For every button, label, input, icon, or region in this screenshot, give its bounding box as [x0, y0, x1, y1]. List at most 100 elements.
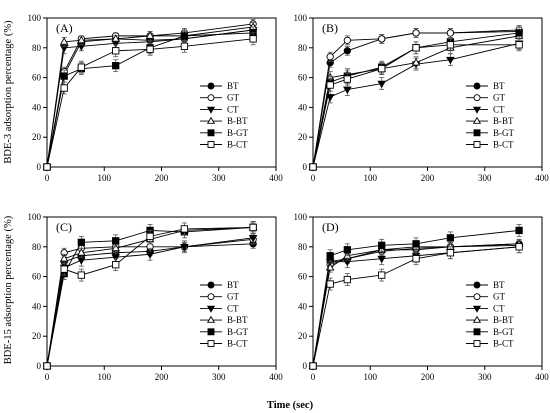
- x-tick-label: 200: [421, 372, 435, 382]
- data-point: [60, 72, 68, 80]
- data-point: [309, 362, 317, 370]
- data-point: [326, 81, 334, 89]
- data-point: [145, 31, 155, 39]
- data-point: [412, 255, 420, 263]
- data-point: [326, 280, 334, 288]
- legend-marker: [472, 305, 482, 313]
- legend-label: GT: [493, 93, 505, 103]
- data-point: [145, 251, 155, 259]
- y-tick-label: 20: [298, 132, 308, 142]
- series-b-ct: [309, 38, 523, 171]
- y-tick-label: 20: [298, 331, 308, 341]
- data-point: [309, 163, 317, 171]
- legend-label: B-CT: [493, 339, 514, 349]
- data-point: [412, 29, 420, 37]
- data-point: [326, 252, 334, 260]
- x-tick-label: 0: [311, 372, 316, 382]
- data-point: [377, 255, 387, 264]
- data-point: [111, 254, 121, 262]
- y-tick-label: 60: [32, 272, 42, 282]
- legend-marker: [473, 340, 481, 347]
- data-point: [59, 37, 69, 45]
- x-tick-label: 100: [98, 173, 112, 183]
- x-tick-label: 300: [478, 372, 492, 382]
- series-line: [312, 35, 520, 168]
- data-point: [43, 163, 51, 171]
- y-tick-label: 100: [28, 13, 42, 23]
- legend-label: BT: [493, 81, 505, 91]
- data-point: [77, 63, 86, 71]
- legend-label: B-BT: [493, 315, 514, 325]
- data-point: [378, 241, 386, 249]
- data-point: [446, 56, 455, 65]
- series-gt: [309, 25, 523, 171]
- x-tick-label: 0: [311, 173, 316, 183]
- data-point: [77, 257, 86, 265]
- data-point: [515, 226, 523, 235]
- data-point: [343, 36, 351, 44]
- y-tick-label: 20: [32, 132, 42, 142]
- legend-marker: [207, 129, 215, 137]
- data-point: [446, 41, 455, 49]
- x-tick-label: 200: [155, 173, 169, 183]
- data-point: [343, 246, 351, 254]
- legend-marker: [207, 94, 215, 102]
- data-point: [343, 75, 351, 83]
- legend-label: GT: [227, 93, 239, 103]
- x-tick-label: 100: [364, 372, 378, 382]
- legend-label: B-CT: [493, 140, 514, 150]
- y-tick-label: 40: [298, 102, 308, 112]
- data-point: [43, 362, 51, 370]
- data-point: [112, 261, 120, 269]
- legend-label: BT: [493, 280, 505, 290]
- data-point: [515, 41, 523, 49]
- legend-marker: [206, 106, 216, 114]
- data-point: [112, 47, 120, 55]
- data-point: [146, 232, 154, 241]
- data-point: [249, 35, 257, 43]
- data-point: [77, 35, 86, 44]
- data-point: [112, 237, 120, 245]
- data-point: [343, 86, 352, 95]
- y-tick-label: 40: [32, 102, 42, 112]
- data-point: [378, 35, 386, 43]
- data-point: [515, 243, 523, 251]
- data-point: [378, 271, 386, 279]
- data-point: [446, 249, 455, 257]
- data-point: [412, 44, 420, 52]
- y-tick-label: 80: [32, 43, 42, 53]
- x-tick-label: 0: [45, 173, 50, 183]
- y-tick-label: 40: [32, 301, 42, 311]
- y-tick-label: 60: [32, 73, 42, 83]
- x-tick-label: 300: [212, 372, 226, 382]
- data-point: [77, 271, 86, 279]
- data-point: [60, 84, 68, 92]
- legend-marker: [207, 293, 215, 301]
- x-tick-label: 0: [45, 372, 50, 382]
- y-axis-label-top: BDE-3 adsorption percentage (%): [3, 20, 14, 164]
- series-b-ct: [309, 240, 523, 370]
- data-point: [180, 225, 189, 233]
- data-point: [77, 248, 86, 256]
- y-axis-label-bottom: BDE-15 adsorption percentage (%): [3, 215, 14, 364]
- legend-label: B-BT: [227, 116, 248, 126]
- legend-label: B-BT: [493, 116, 514, 126]
- legend-marker: [473, 94, 481, 102]
- data-point: [411, 58, 421, 66]
- x-tick-label: 300: [478, 173, 492, 183]
- legend-label: B-GT: [227, 128, 248, 138]
- y-tick-label: 60: [298, 272, 308, 282]
- data-point: [378, 65, 386, 73]
- legend-marker: [473, 293, 481, 301]
- legend-marker: [206, 315, 216, 323]
- legend-label: CT: [493, 303, 505, 313]
- legend-marker: [207, 328, 215, 336]
- legend-label: CT: [493, 104, 505, 114]
- legend-marker: [206, 305, 216, 313]
- x-tick-label: 400: [269, 173, 283, 183]
- data-point: [326, 53, 334, 61]
